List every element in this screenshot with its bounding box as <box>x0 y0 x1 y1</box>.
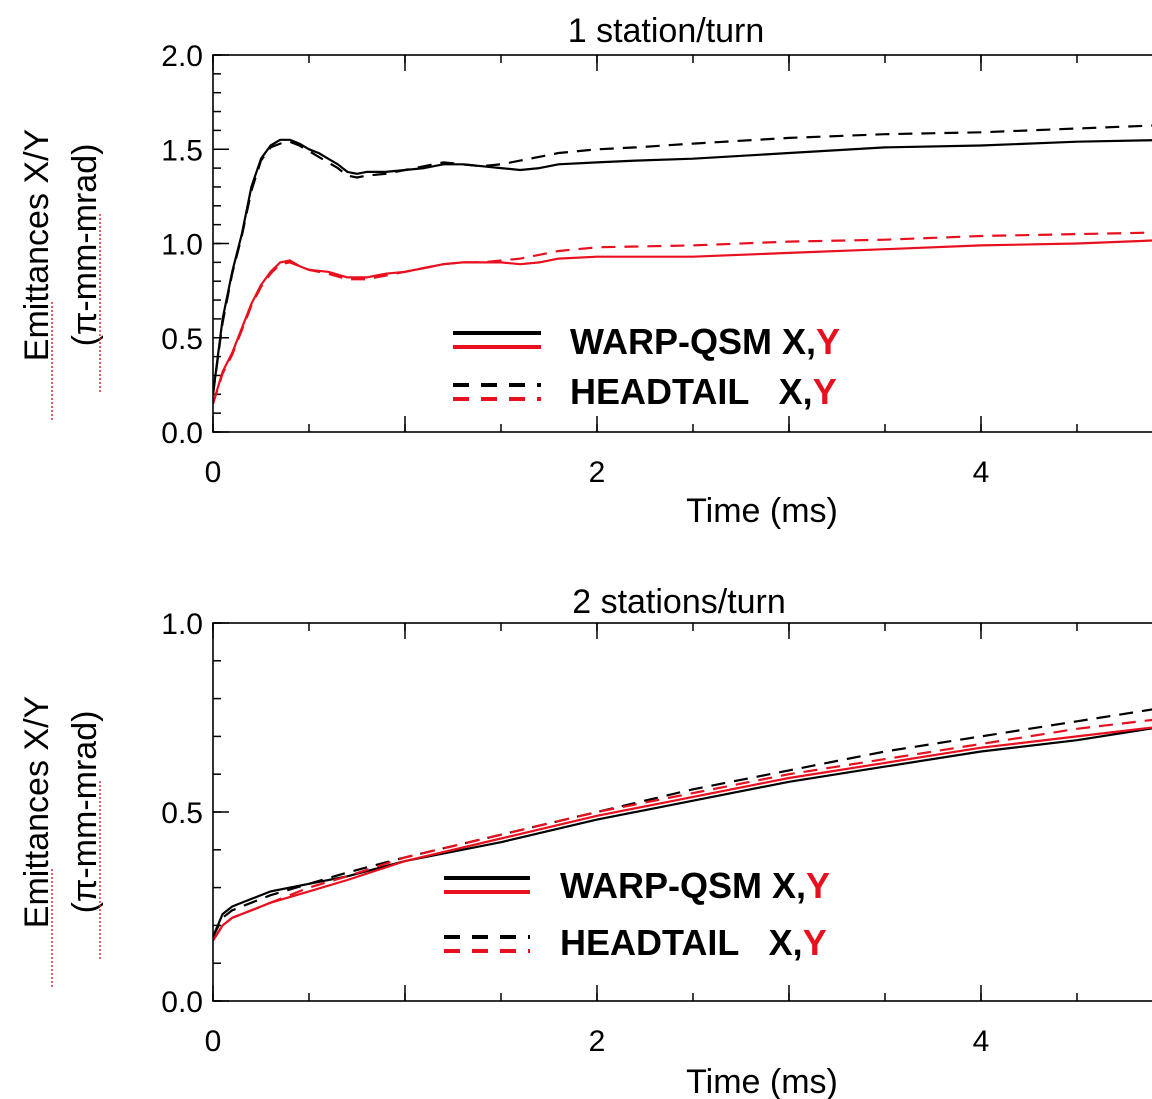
legend-entry-headtail: HEADTAIL X,Y <box>444 922 827 963</box>
y-tick-label: 1.5 <box>161 134 203 167</box>
chart-panel-2-stations: 2 stations/turn Emittances X/Y (π-mm-mra… <box>18 583 1152 1099</box>
series-line-warp-qsm-x <box>213 727 1152 938</box>
legend-label-headtail-y: Y <box>803 922 827 963</box>
legend-label-warp-y: Y <box>806 865 830 906</box>
y-axis-unit-label: (π-mm-mrad) <box>66 144 104 347</box>
legend-label-warp-x: WARP-QSM X, <box>560 865 806 906</box>
y-tick-label: 1.0 <box>161 608 203 641</box>
legend-label-headtail-x: HEADTAIL X, <box>560 922 803 963</box>
legend-label-warp-x: WARP-QSM X, <box>570 321 816 362</box>
y-tick-label: 2.0 <box>161 40 203 73</box>
x-tick-label: 4 <box>973 1025 990 1058</box>
x-tick-label: 2 <box>589 1025 606 1058</box>
x-axis-label: Time (ms) <box>686 492 838 530</box>
x-tick-label: 0 <box>205 456 222 489</box>
legend-entry-warp: WARP-QSM X,Y <box>453 321 840 362</box>
x-axis-label: Time (ms) <box>686 1063 838 1099</box>
chart-title: 2 stations/turn <box>572 583 786 621</box>
series-line-headtail-y <box>213 231 1152 405</box>
chart-panel-1-station: 1 station/turn Emittances X/Y (π-mm-mrad… <box>18 12 1152 530</box>
y-tick-label: 0.5 <box>161 323 203 356</box>
legend-label-headtail-y: Y <box>813 371 837 412</box>
y-axis-unit-label: (π-mm-mrad) <box>66 711 104 914</box>
legend-label-headtail: HEADTAIL X,Y <box>560 922 827 963</box>
legend: WARP-QSM X,Y HEADTAIL X,Y <box>444 865 830 963</box>
y-axis-label: Emittances X/Y <box>18 696 56 928</box>
series-line-warp-qsm-x <box>213 138 1152 395</box>
legend-label-warp: WARP-QSM X,Y <box>560 865 830 906</box>
y-tick-label: 0.5 <box>161 797 203 830</box>
y-tick-label: 1.0 <box>161 229 203 262</box>
x-tick-label: 0 <box>205 1025 222 1058</box>
chart-title: 1 station/turn <box>568 12 765 50</box>
y-axis-title: Emittances X/Y (π-mm-mrad) <box>18 696 104 987</box>
y-axis-title: Emittances X/Y (π-mm-mrad) <box>18 129 104 420</box>
x-ticks: 0 2 4 <box>205 55 1078 489</box>
x-tick-label: 4 <box>973 456 990 489</box>
series-line-headtail-x <box>213 124 1152 395</box>
legend-label-warp-y: Y <box>816 321 840 362</box>
x-ticks: 0 2 4 <box>205 623 1078 1058</box>
y-tick-label: 0.0 <box>161 417 203 450</box>
legend: WARP-QSM X,Y HEADTAIL X,Y <box>453 321 840 412</box>
series-line-warp-qsm-y <box>213 726 1152 942</box>
legend-label-warp: WARP-QSM X,Y <box>570 321 840 362</box>
legend-entry-headtail: HEADTAIL X,Y <box>453 371 837 412</box>
plot-frame <box>212 622 1152 1002</box>
legend-label-headtail-x: HEADTAIL X, <box>570 371 813 412</box>
x-tick-label: 2 <box>589 456 606 489</box>
series-group <box>213 708 1152 942</box>
y-ticks: 0.0 0.5 1.0 <box>161 608 229 1019</box>
series-group <box>213 124 1152 405</box>
legend-entry-warp: WARP-QSM X,Y <box>444 865 830 906</box>
legend-label-headtail: HEADTAIL X,Y <box>570 371 837 412</box>
series-line-headtail-y <box>213 718 1152 942</box>
y-tick-label: 0.0 <box>161 986 203 1019</box>
plot-frame <box>212 54 1152 433</box>
y-axis-label: Emittances X/Y <box>18 129 56 361</box>
